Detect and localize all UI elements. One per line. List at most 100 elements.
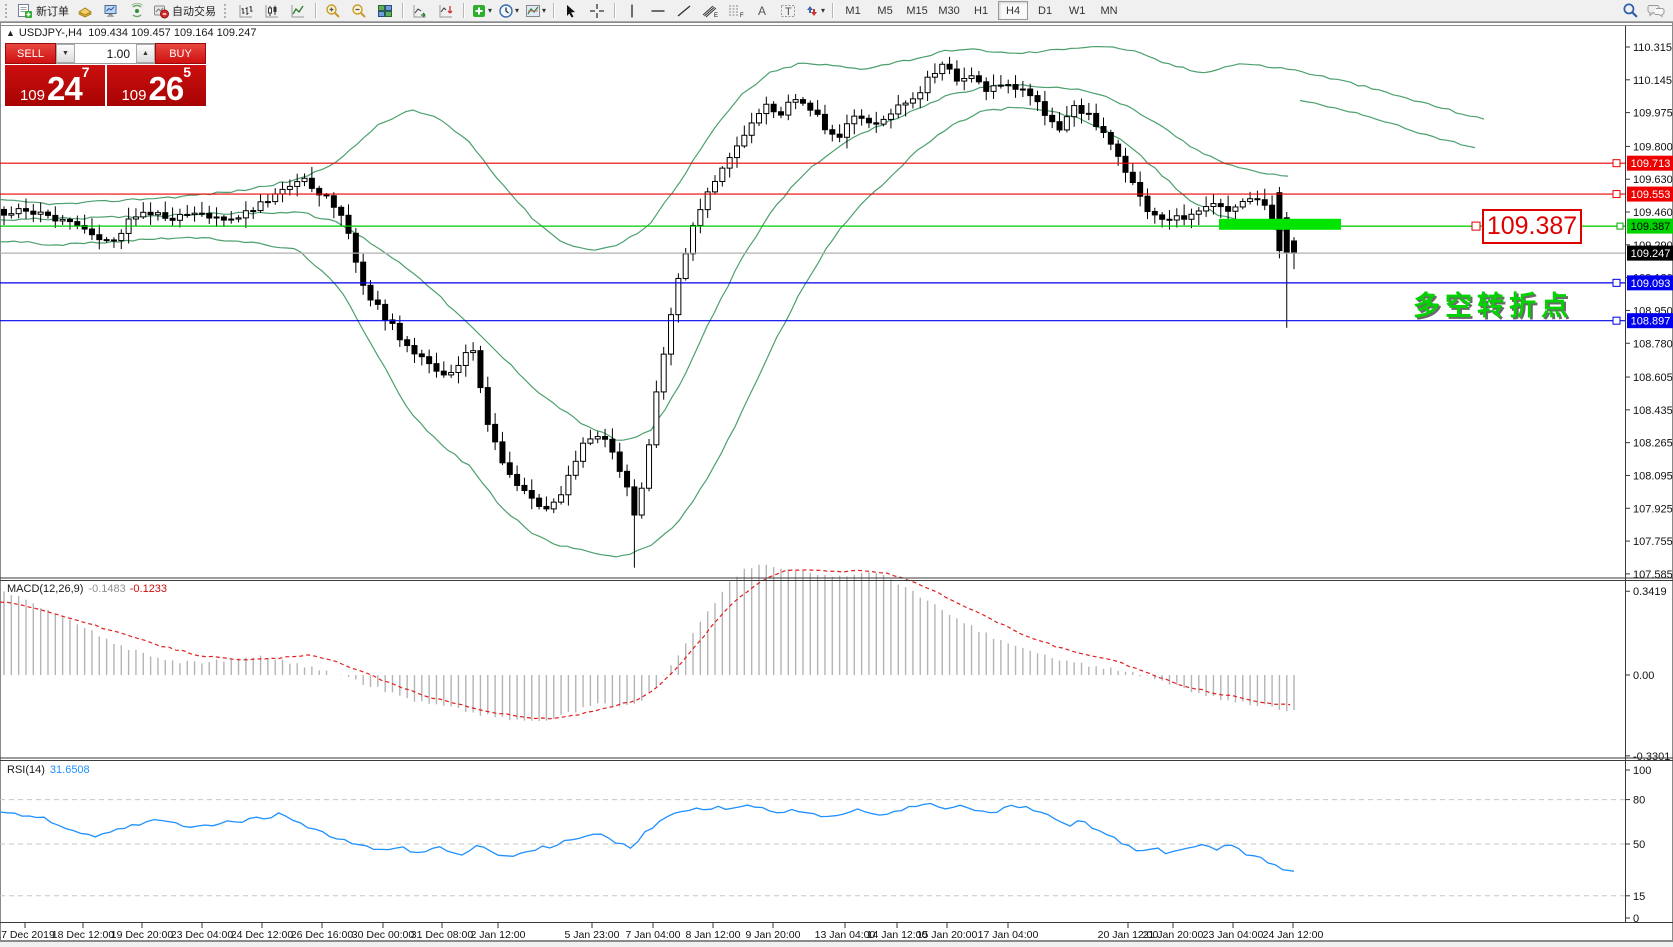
macd-axis: 0.3419 0.00 -0.3301 bbox=[1625, 586, 1670, 763]
symbol-period: USDJPY-,H4 bbox=[18, 27, 83, 39]
svg-text:23 Jan 04:00: 23 Jan 04:00 bbox=[1203, 929, 1264, 941]
auto-scroll-button[interactable] bbox=[408, 1, 432, 20]
market-book-icon bbox=[78, 6, 92, 18]
chat-button[interactable] bbox=[1644, 1, 1668, 20]
svg-text:0.3419: 0.3419 bbox=[1633, 586, 1667, 598]
timeframe-h4[interactable]: H4 bbox=[998, 1, 1029, 20]
periods-button[interactable]: ▾ bbox=[496, 1, 521, 20]
ohlc-values: 109.434 109.457 109.164 109.247 bbox=[88, 27, 257, 39]
toolbar-separator bbox=[402, 3, 403, 18]
fibonacci-tool-button[interactable]: F bbox=[724, 1, 748, 20]
price-callout-box[interactable]: 109.387 bbox=[1482, 209, 1582, 244]
svg-text:14 Jan 12:00: 14 Jan 12:00 bbox=[867, 929, 928, 941]
svg-text:9 Jan 20:00: 9 Jan 20:00 bbox=[746, 929, 801, 941]
line-chart-type-button[interactable] bbox=[286, 1, 310, 20]
toolbar-grip[interactable] bbox=[224, 3, 230, 18]
auto-trading-button[interactable]: 自动交易 bbox=[151, 1, 218, 20]
svg-text:109.387: 109.387 bbox=[1631, 221, 1671, 233]
timeframe-m15[interactable]: M15 bbox=[906, 4, 928, 17]
rsi-label: RSI(14) 31.6508 bbox=[7, 764, 90, 776]
svg-text:E: E bbox=[714, 13, 718, 19]
candlestick-type-button[interactable] bbox=[260, 1, 284, 20]
svg-text:108.265: 108.265 bbox=[1633, 438, 1673, 450]
svg-text:F: F bbox=[740, 13, 744, 19]
search-icon bbox=[1622, 3, 1638, 18]
volume-input[interactable]: 1.00 bbox=[75, 44, 136, 63]
timeframe-w1[interactable]: W1 bbox=[1068, 4, 1086, 17]
add-indicator-button[interactable]: ▾ bbox=[469, 1, 494, 20]
search-button[interactable] bbox=[1618, 1, 1642, 20]
templates-button[interactable]: ▾ bbox=[523, 1, 548, 20]
zoom-out-button[interactable] bbox=[347, 1, 371, 20]
trendline-tool-button[interactable] bbox=[672, 1, 696, 20]
svg-text:19 Dec 20:00: 19 Dec 20:00 bbox=[111, 929, 174, 941]
buy-button[interactable]: BUY bbox=[155, 43, 206, 64]
sell-price-panel[interactable]: 109 24 7 bbox=[5, 65, 105, 106]
buy-price-pip: 5 bbox=[183, 64, 192, 80]
highlight-zone[interactable] bbox=[1219, 218, 1341, 230]
macd-signal-value: -0.1233 bbox=[129, 583, 168, 595]
svg-text:109.460: 109.460 bbox=[1633, 207, 1673, 219]
terminal-button[interactable] bbox=[99, 1, 123, 20]
svg-text:15 Jan 20:00: 15 Jan 20:00 bbox=[917, 929, 978, 941]
new-order-label: 新订单 bbox=[36, 5, 69, 18]
level-lines bbox=[0, 159, 1625, 325]
add-indicator-icon bbox=[473, 4, 485, 17]
cursor-tool-button[interactable] bbox=[559, 1, 583, 20]
channel-tool-button[interactable]: E bbox=[698, 1, 722, 20]
chart-title: ▲ USDJPY-,H4 109.434 109.457 109.164 109.… bbox=[6, 27, 256, 39]
collapse-arrow-icon[interactable]: ▲ bbox=[6, 28, 15, 38]
rsi-name: RSI(14) bbox=[7, 764, 45, 776]
chevron-down-icon: ▾ bbox=[488, 6, 493, 15]
chevron-down-icon: ▾ bbox=[821, 6, 826, 15]
timeframe-m5[interactable]: M5 bbox=[877, 4, 893, 17]
timeframe-h1[interactable]: H1 bbox=[974, 4, 989, 17]
svg-text:108.897: 108.897 bbox=[1631, 316, 1671, 328]
volume-increase-button[interactable]: ▲ bbox=[136, 44, 155, 63]
toolbar-separator bbox=[832, 3, 834, 18]
toolbar-grip[interactable] bbox=[5, 3, 11, 18]
svg-text:110.315: 110.315 bbox=[1633, 42, 1672, 54]
arrows-tool-button[interactable]: ▾ bbox=[802, 1, 827, 20]
horizontal-line-tool-button[interactable] bbox=[646, 1, 670, 20]
timeframe-m1[interactable]: M1 bbox=[845, 4, 861, 17]
new-order-button[interactable]: 新订单 bbox=[15, 1, 71, 20]
cursor-icon bbox=[567, 4, 576, 17]
horizontal-line-icon bbox=[651, 9, 665, 12]
bar-chart-type-button[interactable] bbox=[234, 1, 258, 20]
tile-windows-button[interactable] bbox=[373, 1, 397, 20]
timeframe-mn[interactable]: MN bbox=[1100, 4, 1118, 17]
sell-button[interactable]: SELL bbox=[5, 43, 56, 64]
fibonacci-icon: F bbox=[729, 5, 744, 19]
templates-icon bbox=[526, 4, 541, 17]
text-label-tool-button[interactable]: T bbox=[776, 1, 800, 20]
chart-shift-button[interactable] bbox=[434, 1, 458, 20]
crosshair-icon bbox=[590, 3, 605, 18]
volume-decrease-button[interactable]: ▼ bbox=[56, 44, 75, 63]
timeframe-d1[interactable]: D1 bbox=[1038, 4, 1053, 17]
chevron-down-icon: ▾ bbox=[542, 6, 547, 15]
zoom-in-icon bbox=[326, 3, 340, 18]
buy-price-panel[interactable]: 109 26 5 bbox=[106, 64, 206, 106]
svg-text:100: 100 bbox=[1633, 765, 1651, 777]
turning-point-annotation[interactable]: 多空转折点 bbox=[1413, 291, 1573, 321]
text-tool-button[interactable]: A bbox=[750, 1, 774, 20]
svg-text:109.713: 109.713 bbox=[1631, 158, 1671, 170]
svg-text:-0.3301: -0.3301 bbox=[1633, 751, 1670, 763]
signals-button[interactable] bbox=[125, 1, 149, 20]
crosshair-tool-button[interactable] bbox=[585, 1, 609, 20]
svg-text:26 Dec 16:00: 26 Dec 16:00 bbox=[291, 929, 354, 941]
timeframe-m30[interactable]: M30 bbox=[938, 4, 960, 17]
svg-text:0.00: 0.00 bbox=[1633, 670, 1654, 682]
market-book-button[interactable] bbox=[73, 1, 97, 20]
svg-text:T: T bbox=[785, 6, 792, 18]
text-label-icon: T bbox=[781, 4, 796, 18]
panel-separators bbox=[0, 25, 1673, 941]
channel-icon: E bbox=[702, 5, 718, 19]
periods-icon bbox=[499, 3, 513, 18]
zoom-in-button[interactable] bbox=[321, 1, 345, 20]
vertical-line-tool-button[interactable] bbox=[620, 1, 644, 20]
